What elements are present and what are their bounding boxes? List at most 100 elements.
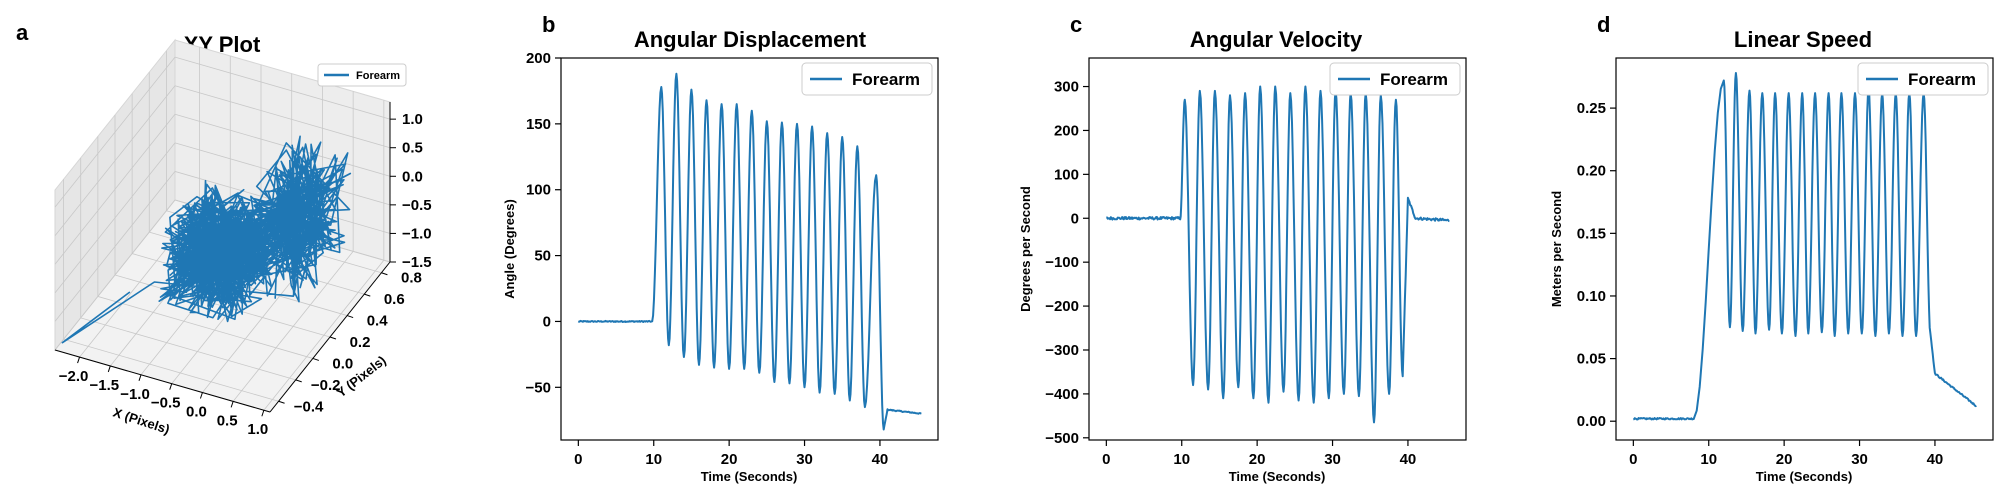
panel-d-ytick-label: 0.15 <box>1577 225 1606 242</box>
panel-c-ytick-label: −500 <box>1045 430 1079 447</box>
panel-a-xtick-label: −2.0 <box>59 368 89 385</box>
panel-d-title: Linear Speed <box>1734 27 1872 52</box>
panel-a-xy-plot: a XY Plot −2.0−1.5−1.0−0.50.00.51.0−0.4−… <box>16 20 432 438</box>
panel-a-grid-y <box>97 296 313 359</box>
panel-c-xtick-label: 20 <box>1249 451 1266 468</box>
panel-d-legend-label: Forearm <box>1908 70 1976 89</box>
panel-b-xtick-label: 30 <box>796 451 813 468</box>
panel-d-xtick-label: 20 <box>1776 451 1793 468</box>
panel-a-grid-z <box>54 199 176 351</box>
panel-d-ylabel: Meters per Second <box>1549 191 1564 307</box>
panel-a-ytick-mark <box>295 379 302 383</box>
panel-b-letter: b <box>542 12 555 37</box>
panel-d-ytick-label: 0.00 <box>1577 413 1606 430</box>
panel-c-legend-box <box>1329 62 1461 96</box>
panel-a-grid-z <box>174 56 391 120</box>
panel-a-grid-z <box>54 56 176 208</box>
panel-a-forearm-path <box>61 135 352 344</box>
panel-c-title: Angular Velocity <box>1190 27 1363 52</box>
panel-c-legend: Forearm <box>1329 62 1461 96</box>
panel-a-ytick-mark <box>381 272 388 276</box>
panel-a-grid-y <box>63 338 279 402</box>
panel-d-forearm-path <box>1633 72 1977 421</box>
panel-c-ytick-label: −300 <box>1045 342 1079 359</box>
panel-d-frame <box>1615 57 1994 441</box>
panel-a-xtick-mark <box>169 383 173 390</box>
panel-a-ztick-label: 1.0 <box>402 111 423 128</box>
panel-a-ytick-label: 0.4 <box>367 313 389 330</box>
panel-d-xtick-label: 10 <box>1700 451 1717 468</box>
panel-a-xtick-mark <box>199 392 203 399</box>
panel-b-title: Angular Displacement <box>634 27 867 52</box>
panel-b-ytick-label: 200 <box>526 50 551 67</box>
panel-a-letter: a <box>16 20 29 45</box>
panel-a-ztick-label: −1.5 <box>402 254 432 271</box>
panel-b-frame <box>560 57 939 441</box>
panel-c-frame <box>1088 57 1467 441</box>
panel-b-ytick-label: 0 <box>543 313 551 330</box>
panel-a-ztick-label: 0.5 <box>402 140 423 157</box>
panel-a-xtick-mark <box>138 374 142 381</box>
panel-a-xtick-mark <box>230 401 234 408</box>
panel-a-xtick-label: −1.0 <box>120 386 150 403</box>
panel-c-xtick-label: 30 <box>1324 451 1341 468</box>
panel-d-xlabel: Time (Seconds) <box>1756 469 1853 484</box>
panel-c-ytick-label: −100 <box>1045 254 1079 271</box>
panel-a-ztick-label: −1.0 <box>402 225 432 242</box>
panel-a-ytick-label: 0.0 <box>332 355 353 372</box>
panel-b-xtick-label: 20 <box>721 451 738 468</box>
panel-c-ytick-label: −200 <box>1045 298 1079 315</box>
panel-a-xtick-label: −0.5 <box>151 395 181 412</box>
panel-b-ytick-label: 150 <box>526 116 551 133</box>
panel-d-ytick-label: 0.25 <box>1577 100 1606 117</box>
panel-c-xtick-label: 0 <box>1102 451 1110 468</box>
panel-c-series-forearm-line <box>1106 85 1450 424</box>
panel-a-grid-z <box>54 85 176 236</box>
panel-b-legend-label: Forearm <box>852 70 920 89</box>
panel-a-grid-z <box>174 85 391 149</box>
panel-a-grid-z <box>54 114 176 265</box>
panel-a-grid-z <box>54 171 176 322</box>
panel-c-legend-label: Forearm <box>1380 70 1448 89</box>
panel-b-ticks: 0 10 20 30 40 −50 0 50 100 150 200 <box>526 50 889 468</box>
panel-a-legend-box <box>317 63 407 87</box>
panel-a-ztick-label: −0.5 <box>402 197 432 214</box>
panel-d-ytick-label: 0.10 <box>1577 288 1606 305</box>
panel-a-grid-y <box>80 317 296 381</box>
panel-b-xlabel: Time (Seconds) <box>701 469 798 484</box>
panel-a-grid-z <box>54 142 176 294</box>
panel-b-xtick-label: 10 <box>645 451 662 468</box>
panel-c-ytick-label: 200 <box>1054 122 1079 139</box>
panel-c-xlabel: Time (Seconds) <box>1229 469 1326 484</box>
panel-b-legend: Forearm <box>801 62 933 96</box>
panel-b-ytick-label: −50 <box>526 379 551 396</box>
panel-c-xtick-label: 10 <box>1173 451 1190 468</box>
panel-a-ytick-label: −0.4 <box>294 398 324 415</box>
panel-a-xtick-label: 0.0 <box>186 404 207 421</box>
panel-d-letter: d <box>1597 12 1610 37</box>
panel-a-x-axis <box>54 349 271 413</box>
panel-c-ytick-label: 300 <box>1054 79 1079 96</box>
panel-b-forearm-path <box>577 72 922 431</box>
panel-c-ytick-label: −400 <box>1045 386 1079 403</box>
panel-c-xtick-label: 40 <box>1400 451 1417 468</box>
panel-a-ytick-mark <box>364 293 371 297</box>
panel-d-ytick-label: 0.20 <box>1577 163 1606 180</box>
panel-d-xtick-label: 30 <box>1851 451 1868 468</box>
panel-a-grid-z <box>174 113 391 177</box>
panel-b-xtick-label: 40 <box>872 451 889 468</box>
panel-a-series-forearm-line <box>61 135 352 344</box>
panel-d-ticks: 0 10 20 30 40 0.00 0.05 0.10 0.15 0.20 0.25 <box>1577 100 1943 468</box>
panel-c-letter: c <box>1070 12 1082 37</box>
panel-d-xtick-label: 40 <box>1927 451 1944 468</box>
panel-a-xtick-label: 0.5 <box>217 412 238 429</box>
panel-d-legend: Forearm <box>1857 62 1989 96</box>
panel-a-xtick-mark <box>107 365 111 373</box>
panel-a-ytick-mark <box>346 315 354 319</box>
panel-a-ytick-label: 0.8 <box>401 270 422 287</box>
panel-b-ytick-label: 100 <box>526 182 551 199</box>
panel-b-series-forearm-line <box>577 72 922 431</box>
panel-a-ztick-label: 0.0 <box>402 168 423 185</box>
panel-a-ytick-label: 0.2 <box>350 334 371 351</box>
